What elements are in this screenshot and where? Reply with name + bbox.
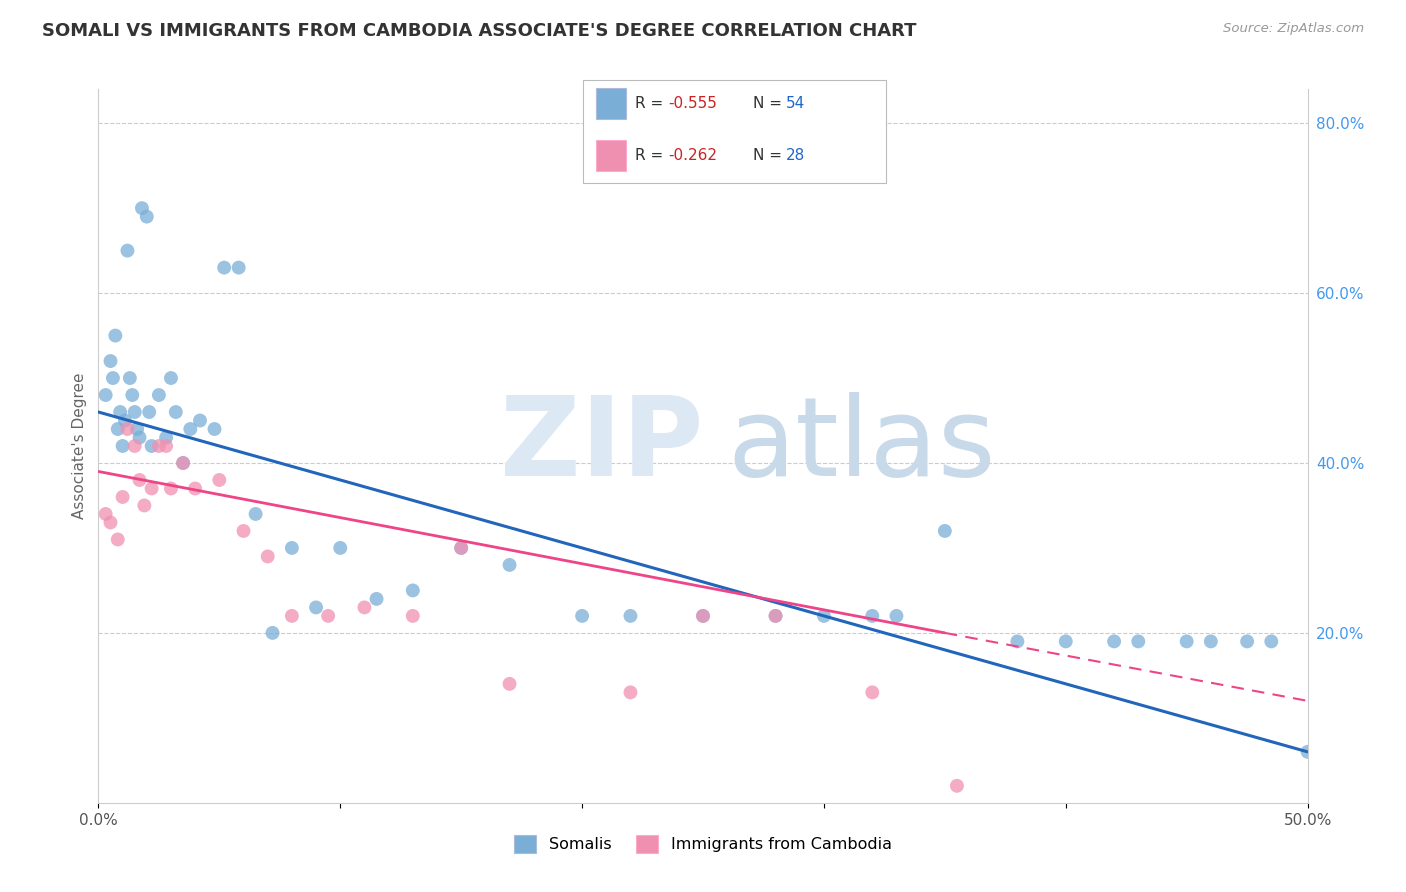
Point	[141, 439, 163, 453]
Point	[94, 388, 117, 402]
Point	[1128, 634, 1150, 648]
Point	[450, 541, 472, 555]
Text: SOMALI VS IMMIGRANTS FROM CAMBODIA ASSOCIATE'S DEGREE CORRELATION CHART: SOMALI VS IMMIGRANTS FROM CAMBODIA ASSOC…	[42, 22, 917, 40]
Text: atlas: atlas	[727, 392, 995, 500]
Point	[329, 541, 352, 555]
Point	[135, 210, 157, 224]
Point	[138, 405, 160, 419]
Point	[100, 354, 122, 368]
Text: R =: R =	[636, 96, 668, 112]
Point	[886, 608, 908, 623]
Point	[1199, 634, 1222, 648]
Point	[127, 422, 149, 436]
Point	[155, 439, 177, 453]
Point	[498, 677, 520, 691]
Point	[107, 422, 129, 436]
Point	[111, 490, 134, 504]
Point	[165, 405, 187, 419]
Point	[117, 422, 139, 436]
Text: N =: N =	[752, 96, 786, 112]
Point	[571, 608, 593, 623]
Point	[316, 608, 339, 623]
Point	[208, 473, 231, 487]
Point	[131, 201, 153, 215]
FancyBboxPatch shape	[596, 88, 626, 120]
Point	[124, 439, 146, 453]
Point	[353, 600, 375, 615]
Text: -0.555: -0.555	[668, 96, 717, 112]
Point	[860, 608, 883, 623]
Point	[281, 608, 304, 623]
Point	[212, 260, 235, 275]
Point	[619, 608, 641, 623]
Text: ZIP: ZIP	[499, 392, 703, 500]
Point	[118, 371, 141, 385]
Point	[128, 430, 150, 444]
Point	[121, 388, 143, 402]
Point	[305, 600, 328, 615]
Point	[100, 516, 122, 530]
Legend: Somalis, Immigrants from Cambodia: Somalis, Immigrants from Cambodia	[508, 829, 898, 859]
Point	[1102, 634, 1125, 648]
Point	[934, 524, 956, 538]
Text: R =: R =	[636, 148, 668, 162]
Point	[148, 388, 170, 402]
Point	[188, 413, 211, 427]
Point	[179, 422, 201, 436]
Point	[155, 430, 177, 444]
Point	[450, 541, 472, 555]
Point	[160, 482, 183, 496]
Point	[160, 371, 183, 385]
Point	[184, 482, 207, 496]
Y-axis label: Associate's Degree: Associate's Degree	[72, 373, 87, 519]
Point	[128, 473, 150, 487]
Point	[172, 456, 194, 470]
Point	[1007, 634, 1029, 648]
Point	[1054, 634, 1077, 648]
Text: -0.262: -0.262	[668, 148, 717, 162]
FancyBboxPatch shape	[583, 80, 886, 183]
Text: 28: 28	[786, 148, 806, 162]
Point	[107, 533, 129, 547]
Point	[262, 626, 284, 640]
Point	[619, 685, 641, 699]
Point	[124, 405, 146, 419]
Point	[141, 482, 163, 496]
Point	[108, 405, 131, 419]
Point	[148, 439, 170, 453]
Point	[813, 608, 835, 623]
Point	[1296, 745, 1319, 759]
Point	[94, 507, 117, 521]
Text: 54: 54	[786, 96, 806, 112]
Point	[366, 591, 388, 606]
Point	[114, 413, 136, 427]
Point	[172, 456, 194, 470]
Point	[111, 439, 134, 453]
Point	[101, 371, 124, 385]
Point	[692, 608, 714, 623]
Point	[228, 260, 250, 275]
FancyBboxPatch shape	[596, 140, 626, 170]
Point	[402, 583, 425, 598]
Point	[1175, 634, 1198, 648]
Point	[1260, 634, 1282, 648]
Point	[134, 499, 156, 513]
Point	[402, 608, 425, 623]
Point	[765, 608, 787, 623]
Text: N =: N =	[752, 148, 786, 162]
Text: Source: ZipAtlas.com: Source: ZipAtlas.com	[1223, 22, 1364, 36]
Point	[692, 608, 714, 623]
Point	[860, 685, 883, 699]
Point	[245, 507, 267, 521]
Point	[946, 779, 969, 793]
Point	[281, 541, 304, 555]
Point	[232, 524, 254, 538]
Point	[204, 422, 226, 436]
Point	[765, 608, 787, 623]
Point	[256, 549, 278, 564]
Point	[1236, 634, 1258, 648]
Point	[104, 328, 127, 343]
Point	[117, 244, 139, 258]
Point	[498, 558, 520, 572]
